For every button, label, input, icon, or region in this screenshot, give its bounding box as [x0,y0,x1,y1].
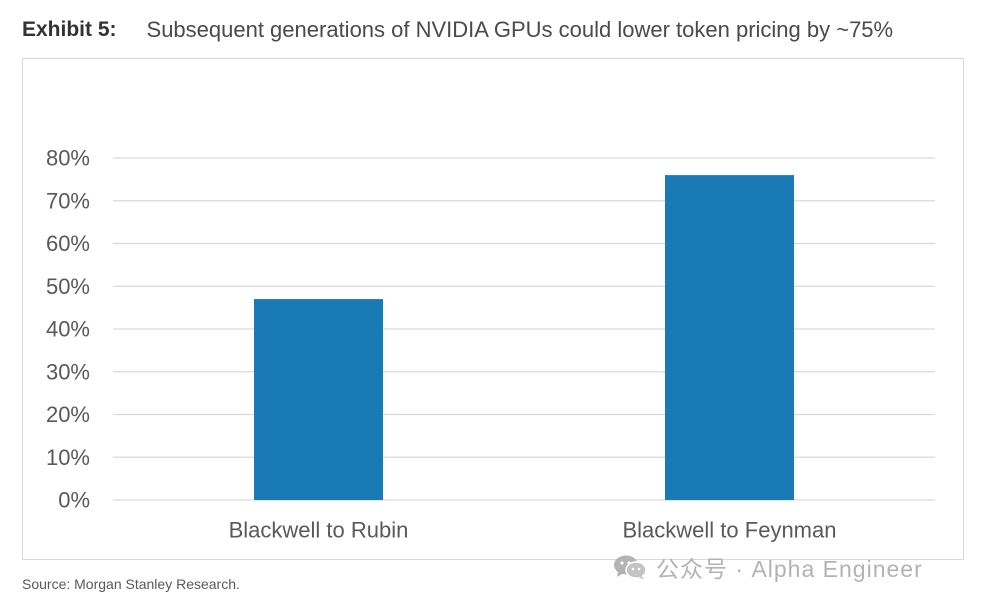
chart-title: Subsequent generations of NVIDIA GPUs co… [146,17,894,42]
y-tick-label: 50% [46,274,90,299]
source-note: Source: Morgan Stanley Research. [22,576,240,592]
y-tick-label: 60% [46,231,90,256]
watermark: 公众号 · Alpha Engineer [612,550,923,584]
y-tick-label: 40% [46,317,90,342]
x-category-label: Blackwell to Feynman [623,518,837,543]
exhibit-label: Exhibit 5: [22,18,117,41]
exhibit-header: Exhibit 5: Subsequent generations of NVI… [22,14,893,46]
y-axis-tick-labels: 0% 10% 20% 30% 40% 50% 60% 70% 80% [46,146,90,513]
chart-frame: 0% 10% 20% 30% 40% 50% 60% 70% 80% Blackwell to … [22,58,964,560]
y-tick-label: 70% [46,188,90,213]
wechat-icon [614,555,647,580]
y-tick-label: 80% [46,146,90,171]
y-tick-label: 10% [46,445,90,470]
bar [665,175,794,500]
y-tick-label: 0% [58,488,90,513]
bars [254,175,794,500]
x-axis-category-labels: Blackwell to Rubin Blackwell to Feynman [229,518,837,543]
gridlines [113,157,935,501]
bar [254,299,383,500]
y-tick-label: 20% [46,402,90,427]
bar-chart: 0% 10% 20% 30% 40% 50% 60% 70% 80% Blackwell to … [46,146,935,543]
x-category-label: Blackwell to Rubin [229,518,409,543]
watermark-text: 公众号 · Alpha Engineer [656,556,923,582]
y-tick-label: 30% [46,359,90,384]
